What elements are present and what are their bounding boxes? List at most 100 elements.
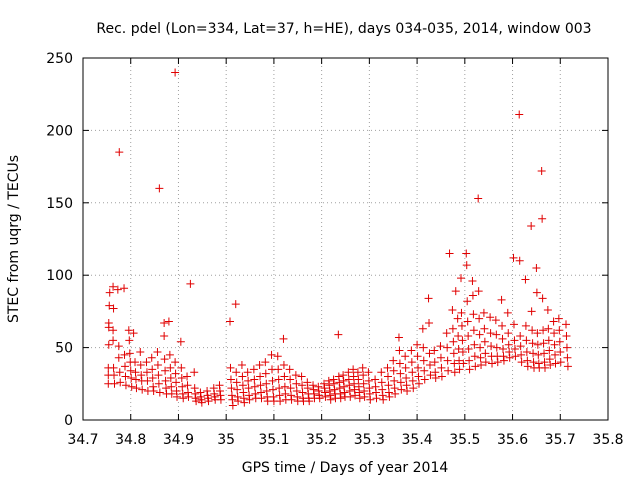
data-point [445,249,454,258]
data-point [250,382,259,391]
data-point [457,274,465,283]
data-point [127,382,136,391]
data-point [267,350,276,359]
data-point [109,336,118,345]
data-point [464,345,473,354]
data-point [480,337,489,346]
data-point [457,308,466,317]
data-point [463,317,472,326]
data-point [437,372,446,381]
data-point [238,381,247,390]
data-point [120,284,129,293]
data-point [167,389,176,398]
data-point [120,350,129,359]
data-point [244,376,253,385]
data-point [104,318,113,327]
data-point [533,329,542,338]
data-point [385,392,394,401]
data-point [497,295,506,304]
data-point [114,342,123,351]
data-point [448,305,457,314]
data-point [453,314,462,323]
data-point [359,379,368,388]
data-point [397,385,406,394]
x-tick-label: 35.3 [354,432,385,448]
data-point [360,392,369,401]
data-point [256,381,265,390]
data-point [403,387,412,396]
data-point [532,263,541,272]
data-point [443,343,452,352]
data-point [408,368,417,377]
data-point [132,384,141,393]
data-point [481,358,490,367]
data-point [391,389,400,398]
data-point [292,379,301,388]
data-point [539,326,548,335]
data-point [475,314,484,323]
data-point [165,350,174,359]
data-point [414,372,423,381]
data-point [274,365,283,374]
data-point [415,379,423,388]
data-point [109,282,118,291]
data-point [551,350,560,359]
y-axis-label: STEC from uqrg / TECUs [6,155,22,323]
data-point [255,360,264,369]
data-point [425,360,434,369]
data-point [413,340,422,349]
data-point [430,346,439,355]
data-point [245,395,254,404]
data-point [173,392,182,401]
data-point [516,342,525,351]
data-point [425,349,434,358]
data-point [402,374,411,383]
data-point [240,398,249,407]
data-point [476,353,485,362]
data-point [364,368,373,377]
data-point [176,337,185,346]
x-tick-label: 35.7 [545,432,576,448]
y-tick-label: 0 [64,413,73,429]
data-point [516,332,525,341]
data-point [419,343,428,352]
data-point [232,368,241,377]
data-point [109,363,118,372]
data-point [276,397,285,406]
data-point [105,301,114,310]
data-point [216,395,225,404]
data-point [522,347,531,356]
data-point [486,329,495,338]
data-point [268,376,277,385]
data-point [183,381,192,390]
data-point [136,347,145,356]
data-point [527,221,536,230]
data-point [126,366,135,375]
data-point [298,381,307,390]
data-point [121,362,129,371]
data-point [396,369,405,378]
data-point [539,339,548,348]
data-point [541,363,549,372]
data-point [379,395,388,404]
data-point [291,371,300,380]
data-point [153,347,162,356]
data-point [147,353,156,362]
data-point [279,360,288,369]
data-point [334,330,343,339]
data-point [424,294,433,303]
data-point [471,362,480,371]
y-tick-label: 100 [46,268,73,284]
data-point [551,359,560,368]
data-point [420,375,429,384]
data-point [481,349,490,358]
plot-frame [82,57,609,421]
data-point [371,375,380,384]
data-point [154,371,163,380]
data-point [546,360,555,369]
data-point [538,294,547,303]
data-point [521,275,530,284]
data-point [556,347,565,356]
data-point [491,316,500,325]
